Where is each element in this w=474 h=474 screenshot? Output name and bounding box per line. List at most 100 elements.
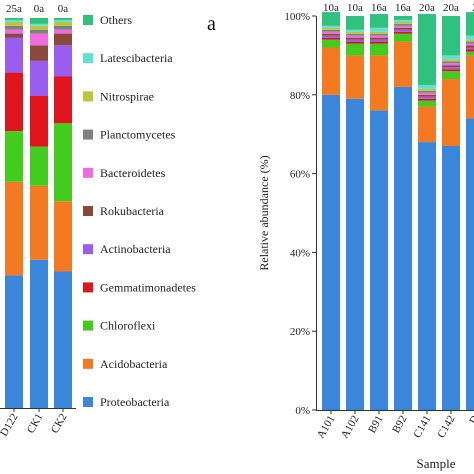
x-tick-label: B92 <box>390 414 410 436</box>
legend-label: Proteobacteria <box>100 395 170 409</box>
bar-segment-acidobacteria <box>346 55 364 99</box>
legend-swatch <box>83 206 93 216</box>
bar-top-label: 20a <box>419 2 435 14</box>
bar-segment-proteobacteria <box>346 98 364 411</box>
legend-swatch <box>83 244 93 255</box>
bar-top-label: 10a <box>323 2 339 14</box>
x-tick-label: D122 <box>0 412 21 439</box>
bar-segment-proteobacteria <box>322 94 340 411</box>
bar-segment-acidobacteria <box>466 55 474 119</box>
bar-segment-others <box>5 18 23 20</box>
bar-segment-actinobacteria <box>370 39 388 42</box>
x-tick-label: C141 <box>411 414 433 441</box>
bar-segment-nitrospirae <box>418 88 436 91</box>
bar-segment-planctomycetes <box>54 25 72 30</box>
bar-segment-gemmatimonadetes <box>346 41 364 44</box>
bar-segment-acidobacteria <box>322 47 340 95</box>
bar-segment-acidobacteria <box>54 201 72 272</box>
bar-segment-bacteroidetes <box>346 35 364 38</box>
bar-segment-nitrospirae <box>466 39 474 42</box>
legend-label: Planctomycetes <box>100 128 176 142</box>
left-stacked-bar-panel: 25a D122 0a CK1 0a CK2 <box>0 3 76 439</box>
x-tick-label: D <box>467 413 474 426</box>
bar-segment-gemmatimonadetes <box>418 98 436 101</box>
bar-segment-bacteroidetes <box>370 35 388 38</box>
bar-top-label: 25a <box>6 3 22 15</box>
bar-segment-rokubacteria <box>466 45 474 48</box>
bar-top-label: 10a <box>347 2 363 14</box>
bar-top-label: 20a <box>443 2 459 14</box>
bar-segment-gemmatimonadetes <box>442 69 460 72</box>
y-tick-label: 40% <box>290 247 310 259</box>
bar-segment-latescibacteria <box>370 27 388 32</box>
legend-label: Acidobacteria <box>100 357 168 371</box>
bar-segment-others <box>418 14 436 85</box>
bar-segment-rokubacteria <box>370 37 388 40</box>
bar-segment-nitrospirae <box>442 59 460 62</box>
bar-segment-rokubacteria <box>5 33 23 38</box>
bar-segment-planctomycetes <box>30 29 48 34</box>
bar-segment-bacteroidetes <box>30 33 48 46</box>
bar-segment-bacteroidetes <box>322 31 340 34</box>
bar-segment-latescibacteria <box>466 35 474 40</box>
bar-segment-planctomycetes <box>466 41 474 44</box>
y-tick-label: 0% <box>295 405 310 417</box>
legend-label: Nitrospirae <box>100 89 154 103</box>
legend-label: Bacteroidetes <box>100 166 166 180</box>
bar-segment-planctomycetes <box>370 33 388 36</box>
bar-segment-actinobacteria <box>30 60 48 96</box>
bar-segment-bacteroidetes <box>394 25 412 28</box>
legend-label: Rokubacteria <box>100 204 165 218</box>
bar-segment-acidobacteria <box>30 185 48 260</box>
bar-segment-actinobacteria <box>442 67 460 70</box>
legend-label: Others <box>100 13 132 27</box>
bar-segment-gemmatimonadetes <box>5 72 23 132</box>
bar-segment-bacteroidetes <box>418 92 436 95</box>
y-tick-label: 60% <box>290 169 310 181</box>
bar-segment-acidobacteria <box>442 79 460 147</box>
panel-label: a <box>207 13 216 35</box>
bar-segment-nitrospirae <box>394 21 412 24</box>
bar-segment-bacteroidetes <box>54 29 72 34</box>
bar-segment-chloroflexi <box>5 131 23 182</box>
bar-segment-proteobacteria <box>418 142 436 410</box>
bar-segment-actinobacteria <box>394 29 412 32</box>
bar-segment-bacteroidetes <box>466 43 474 46</box>
legend-label: Latescibacteria <box>100 51 173 65</box>
bar-segment-gemmatimonadetes <box>466 49 474 52</box>
bar-segment-actinobacteria <box>54 45 72 77</box>
bar-segment-acidobacteria <box>418 106 436 143</box>
bar-segment-rokubacteria <box>418 94 436 97</box>
bar-segment-gemmatimonadetes <box>322 37 340 40</box>
bar-segment-rokubacteria <box>442 65 460 68</box>
bar-segment-others <box>370 14 388 28</box>
legend-swatch <box>83 91 93 102</box>
legend-swatch <box>83 358 93 369</box>
x-tick-label: C142 <box>435 414 457 441</box>
bar-segment-planctomycetes <box>418 90 436 93</box>
bar-segment-nitrospirae <box>370 31 388 34</box>
bar-segment-rokubacteria <box>54 33 72 46</box>
x-axis-label: Sample <box>417 456 456 471</box>
bar-segment-nitrospirae <box>54 21 72 26</box>
bar-segment-acidobacteria <box>5 181 23 276</box>
bar-top-label: 2 <box>472 2 474 14</box>
bar-segment-nitrospirae <box>322 27 340 30</box>
x-tick-label: A102 <box>339 414 362 441</box>
bar-segment-nitrospirae <box>30 25 48 30</box>
bar-segment-actinobacteria <box>418 96 436 99</box>
bar-segment-chloroflexi <box>466 51 474 56</box>
bar-segment-proteobacteria <box>442 146 460 410</box>
bar-segment-latescibacteria <box>322 25 340 28</box>
bar-top-label: 0a <box>34 3 45 15</box>
bar-segment-planctomycetes <box>394 23 412 26</box>
bar-segment-planctomycetes <box>5 25 23 30</box>
bar-segment-others <box>466 12 474 36</box>
bar-segment-rokubacteria <box>30 45 48 61</box>
bar-segment-actinobacteria <box>322 35 340 38</box>
bar-segment-latescibacteria <box>5 19 23 22</box>
bar-segment-planctomycetes <box>442 61 460 64</box>
bar-segment-others <box>322 12 340 26</box>
bar-segment-gemmatimonadetes <box>54 76 72 124</box>
